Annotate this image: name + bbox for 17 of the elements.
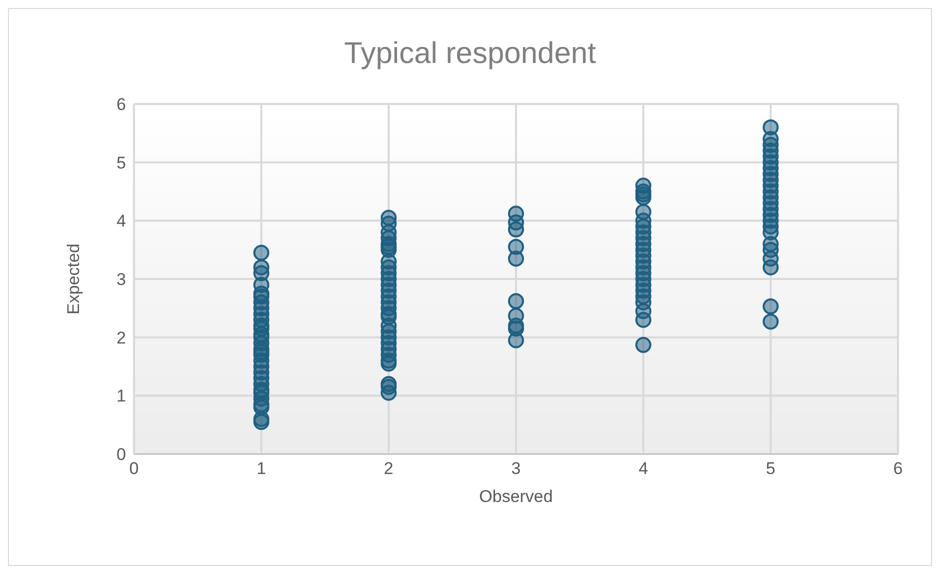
x-tick-label: 1: [256, 459, 266, 478]
x-tick-label: 3: [511, 459, 521, 478]
y-tick-label: 6: [116, 95, 126, 114]
y-tick-label: 2: [116, 328, 126, 348]
x-tick-label: 0: [129, 459, 139, 478]
x-tick-label: 2: [384, 459, 394, 478]
x-tick-label: 5: [766, 459, 776, 478]
y-tick-label: 0: [116, 445, 126, 464]
x-tick-label: 6: [893, 459, 903, 478]
x-axis-title: Observed: [479, 487, 553, 506]
y-tick-label: 5: [116, 153, 126, 172]
y-axis-title: Expected: [64, 244, 84, 314]
chart-title: Typical respondent: [343, 37, 597, 71]
y-tick-label: 1: [116, 386, 126, 406]
y-tick-label: 4: [116, 212, 126, 231]
y-tick-label: 3: [116, 270, 126, 290]
x-tick-label: 4: [638, 459, 648, 478]
